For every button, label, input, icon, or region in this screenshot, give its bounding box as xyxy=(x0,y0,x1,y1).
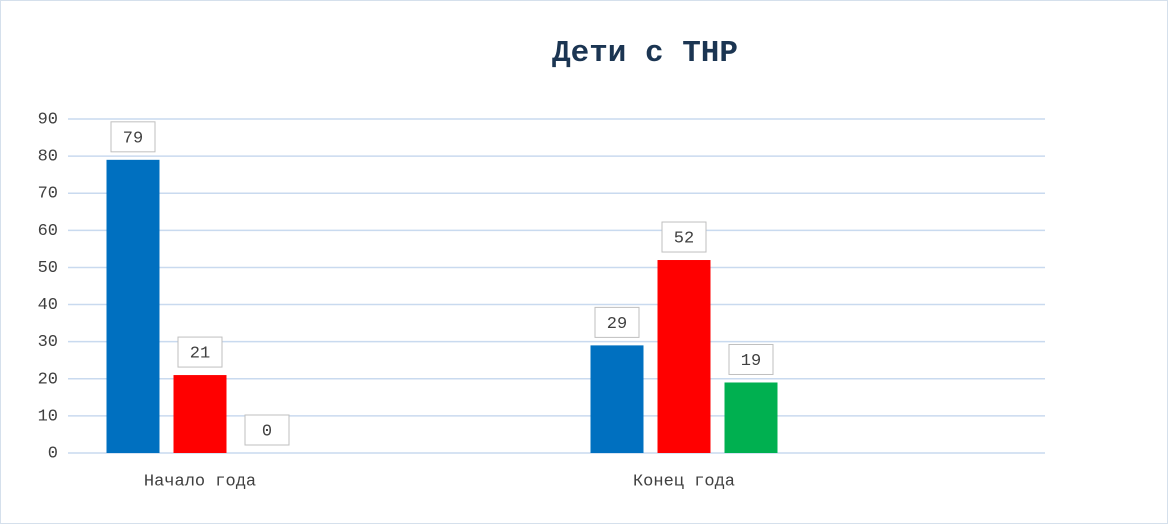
data-label: 0 xyxy=(262,422,272,441)
data-label-box xyxy=(728,343,774,375)
bar xyxy=(106,159,160,454)
data-label: 19 xyxy=(741,352,761,371)
x-tick-label: Конец года xyxy=(633,472,735,491)
y-tick-label: 20 xyxy=(38,370,58,389)
chart-title: Дети с ТНР xyxy=(552,36,738,71)
y-tick-label: 0 xyxy=(48,444,58,463)
data-label: 21 xyxy=(190,345,210,364)
y-tick-label: 70 xyxy=(38,185,58,204)
y-tick-label: 40 xyxy=(38,296,58,315)
data-label-box xyxy=(594,306,640,338)
data-label-box xyxy=(661,221,707,253)
y-tick-label: 30 xyxy=(38,333,58,352)
y-tick-label: 50 xyxy=(38,259,58,278)
data-label: 52 xyxy=(674,230,694,249)
y-tick-label: 60 xyxy=(38,222,58,241)
y-tick-label: 90 xyxy=(38,110,58,129)
data-label-box xyxy=(244,414,290,446)
data-label: 29 xyxy=(607,315,627,334)
x-tick-label: Начало года xyxy=(144,472,256,491)
bar xyxy=(657,260,711,453)
bar xyxy=(173,375,227,453)
data-label-box xyxy=(110,121,156,153)
y-tick-label: 10 xyxy=(38,407,58,426)
bar xyxy=(724,382,778,453)
y-tick-label: 80 xyxy=(38,148,58,167)
data-label-box xyxy=(177,336,223,368)
data-label: 79 xyxy=(123,129,143,148)
bar xyxy=(590,345,644,453)
